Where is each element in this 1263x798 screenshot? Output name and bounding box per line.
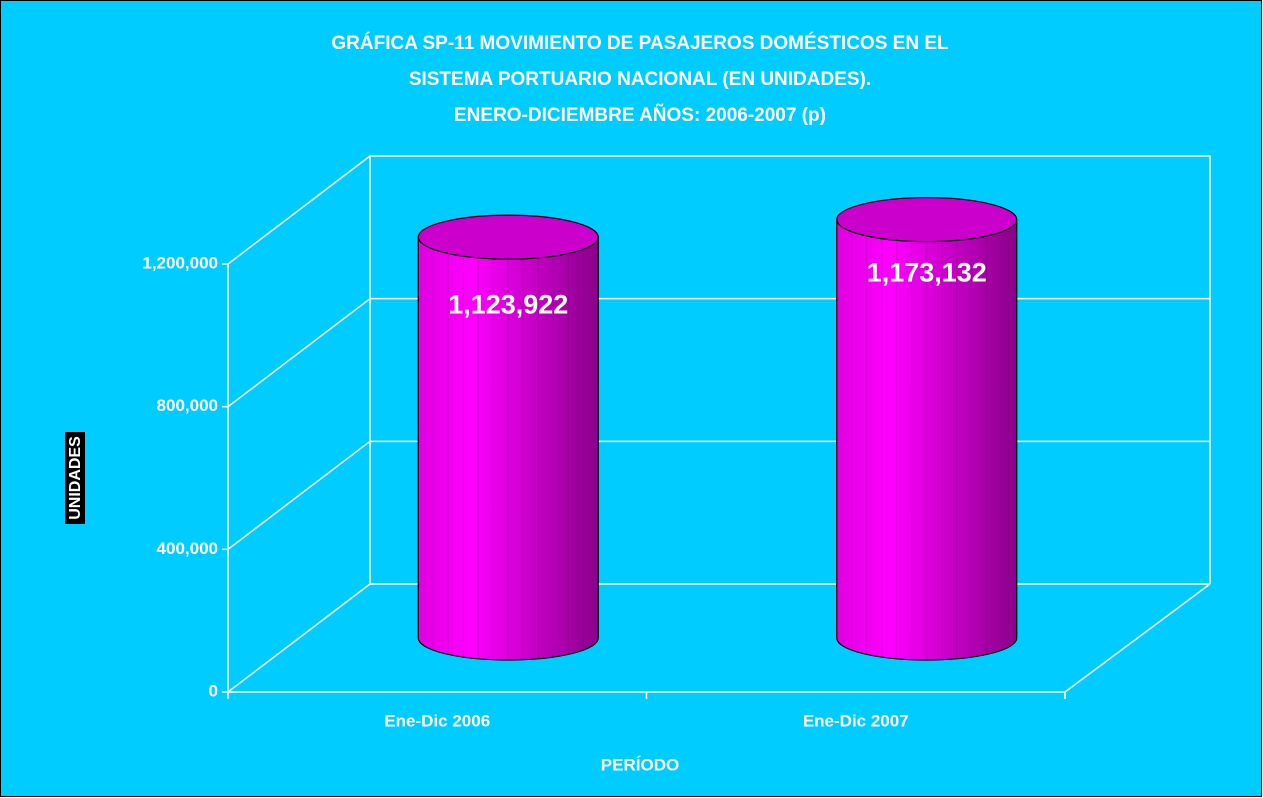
- grid-line: [227, 298, 371, 408]
- data-label: 1,173,132: [867, 258, 987, 288]
- chart-title: ENERO-DICIEMBRE AÑOS: 2006-2007 (p): [454, 104, 826, 126]
- y-tick-label: 1,200,000: [142, 253, 218, 272]
- bar: [836, 218, 1018, 661]
- y-axis-title-group: UNIDADES: [65, 432, 85, 524]
- x-axis-title: PERÍODO: [601, 755, 679, 774]
- chart-title: GRÁFICA SP-11 MOVIMIENTO DE PASAJEROS DO…: [331, 32, 949, 54]
- bar-top: [836, 196, 1018, 243]
- floor-edge: [1064, 583, 1211, 693]
- grid-line: [227, 440, 371, 550]
- y-tick-label: 800,000: [157, 396, 218, 415]
- grid-line: [227, 583, 371, 693]
- chart-title: SISTEMA PORTUARIO NACIONAL (EN UNIDADES)…: [409, 69, 871, 90]
- grid-line: [227, 155, 371, 265]
- y-axis-title: UNIDADES: [67, 436, 84, 520]
- x-tick-label: Ene-Dic 2006: [384, 711, 490, 730]
- y-tick-label: 0: [209, 681, 218, 700]
- data-label: 1,123,922: [448, 289, 568, 319]
- bar-top: [417, 214, 599, 260]
- bar: [417, 236, 599, 661]
- y-axis-title-bg: [65, 432, 85, 524]
- y-tick-label: 400,000: [157, 539, 218, 558]
- x-tick-label: Ene-Dic 2007: [803, 711, 909, 730]
